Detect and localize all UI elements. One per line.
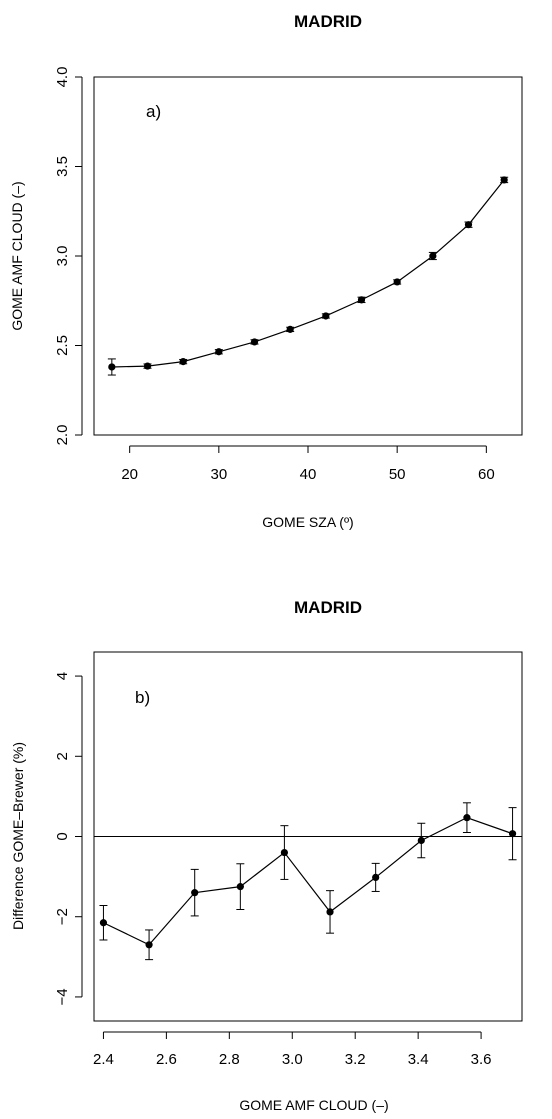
x-axis-label-b: GOME AMF CLOUD (–) [239,1097,388,1113]
series-line-a [111,179,505,368]
x-tick-label-a: 60 [478,466,495,483]
marks-a [107,176,509,376]
data-point-b [191,889,199,897]
x-tick-label-b: 2.8 [219,1051,240,1068]
x-tick-label-b: 3.6 [471,1051,492,1068]
axes-a: 20 30 40 50 60 2.0 2.5 3.0 3.5 4.0 [54,67,495,483]
data-point-b [508,830,517,838]
chart-title-b: MADRID [294,598,362,617]
data-point-b [326,908,334,916]
y-tick-label-a: 2.0 [54,425,71,446]
y-tick-label-a: 3.0 [54,246,71,267]
x-tick-label-a: 40 [300,466,317,483]
data-point-b [145,941,153,949]
data-point-b [417,836,425,845]
x-tick-label-b: 3.4 [408,1051,429,1068]
data-point-a [500,176,508,184]
series-line-b [103,816,513,946]
data-point-a [429,252,437,260]
chart-panel-b: MADRID b) 2.4 2.6 2.8 3.0 3.2 3.4 3.6 −4 −2 0 2 4 G… [10,598,523,1113]
data-point-b [463,814,471,822]
y-tick-label-b: 2 [54,752,71,760]
y-axis-label-b: Difference GOME–Brewer (%) [10,742,26,930]
y-tick-label-b: 4 [54,672,71,680]
plot-frame-a [93,76,523,436]
panel-label-a: a) [146,102,161,121]
x-tick-label-b: 2.4 [93,1051,114,1068]
x-tick-label-b: 2.6 [156,1051,177,1068]
y-tick-label-b: −4 [54,988,71,1005]
data-point-a [322,312,330,320]
y-axis-label-a: GOME AMF CLOUD (–) [9,181,25,330]
x-tick-label-a: 30 [210,466,227,483]
data-point-a [393,278,401,286]
y-tick-label-b: 0 [54,832,71,840]
data-point-a [464,221,473,229]
chart-title-a: MADRID [294,12,362,31]
marks-b [94,802,522,961]
data-point-a [108,363,116,371]
data-point-a [143,362,152,370]
x-tick-label-a: 50 [389,466,406,483]
y-tick-label-b: −2 [54,908,71,925]
axes-b: 2.4 2.6 2.8 3.0 3.2 3.4 3.6 −4 −2 0 2 4 [54,672,492,1068]
y-tick-label-a: 3.5 [54,156,71,177]
y-tick-label-a: 4.0 [54,67,71,88]
y-tick-label-a: 2.5 [54,335,71,356]
x-tick-label-b: 3.0 [282,1051,303,1068]
chart-panel-a: MADRID a) 20 30 40 50 60 2.0 2.5 3.0 3.5 4.0 GOME… [9,12,523,530]
x-tick-label-a: 20 [121,466,138,483]
data-point-b [99,919,108,927]
data-point-a [357,296,366,304]
data-point-b [236,883,244,891]
panel-label-b: b) [135,688,150,707]
data-point-a [179,358,187,366]
x-tick-label-b: 3.2 [345,1051,366,1068]
x-axis-label-a: GOME SZA (º) [262,514,353,530]
data-point-a [250,338,259,346]
data-point-a [286,325,294,333]
data-point-b [372,873,380,882]
data-point-b [280,848,288,857]
data-point-a [215,348,223,356]
